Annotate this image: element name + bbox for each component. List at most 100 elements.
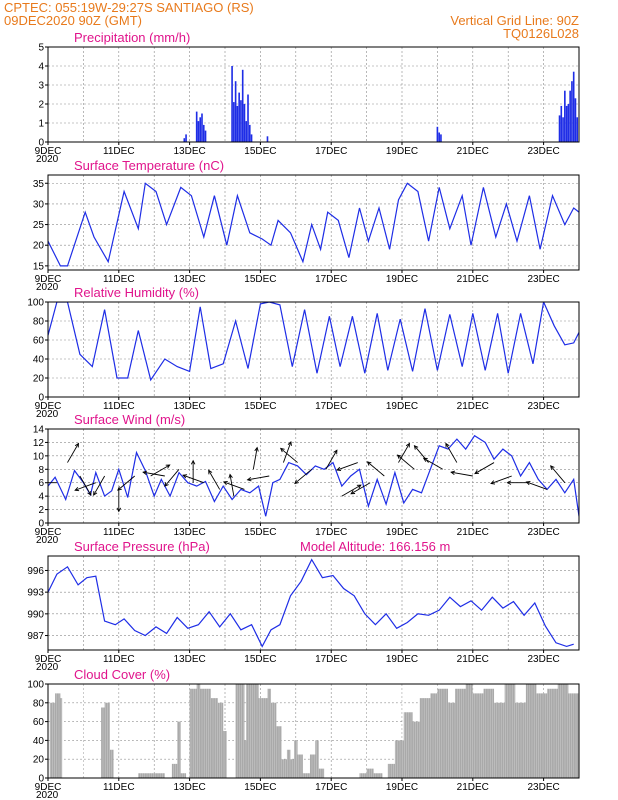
- panel-surface-pressure: Surface Pressure (hPa) Model Altitude: 16…: [27, 539, 580, 673]
- wind-arrow: [74, 482, 96, 491]
- temp-ytick-label: 30: [33, 199, 45, 210]
- precip-bar: [562, 117, 564, 142]
- wind-arrow: [93, 475, 106, 496]
- pres-title: Surface Pressure (hPa): [74, 539, 210, 554]
- wind-xtick-label: 19DEC: [386, 527, 418, 538]
- pres-xtick-label: 9DEC: [35, 654, 62, 665]
- temp-xtick-label: 21DEC: [457, 274, 489, 285]
- wind-arrow: [341, 484, 362, 497]
- wind-arrow: [397, 454, 415, 470]
- pres-annotation: Model Altitude: 166.156 m: [300, 539, 450, 554]
- pres-xtick-label: 13DEC: [173, 654, 205, 665]
- rh-ytick-label: 80: [33, 317, 45, 328]
- wind-arrow-head: [333, 449, 338, 455]
- wind-xtick-label: 13DEC: [173, 527, 205, 538]
- wind-arrow-head: [190, 459, 196, 465]
- wind-arrow: [247, 475, 270, 481]
- pres-ytick-label: 993: [27, 588, 44, 599]
- precip-ytick-label: 0: [38, 138, 44, 149]
- precip-bar: [183, 138, 186, 142]
- precip-ytick-label: 3: [38, 81, 44, 92]
- precip-xtick-label: 11DEC: [103, 146, 135, 157]
- rh-ytick-label: 20: [33, 374, 45, 385]
- wind-arrow-head: [396, 454, 402, 460]
- cloud-ytick-label: 20: [33, 755, 45, 766]
- precip-bar: [199, 117, 202, 142]
- precip-bar: [202, 124, 205, 142]
- wind-arrow-head: [450, 470, 456, 475]
- rh-xtick-label: 19DEC: [386, 401, 418, 412]
- temp-xtick-label: 23DEC: [527, 274, 559, 285]
- precip-xtick-label: 13DEC: [173, 146, 205, 157]
- wind-arrow: [526, 481, 548, 490]
- precip-bar: [571, 81, 573, 142]
- temp-ytick-label: 25: [33, 220, 45, 231]
- precip-bar: [436, 126, 439, 142]
- precip-bar: [243, 104, 246, 142]
- wind-arrow: [398, 443, 410, 463]
- wind-arrow: [164, 468, 180, 487]
- wind-ytick-label: 14: [33, 425, 45, 436]
- pres-xtick-label: 21DEC: [457, 654, 489, 665]
- cloud-data: [48, 684, 579, 778]
- precip-bar: [185, 134, 187, 142]
- wind-arrow: [223, 481, 245, 490]
- pres-xtick-label: 11DEC: [103, 654, 135, 665]
- rh-data: [48, 302, 579, 382]
- wind-arrow: [117, 475, 136, 491]
- precip-bar: [572, 71, 575, 142]
- cloud-ytick-label: 0: [38, 774, 44, 785]
- wind-arrow-head: [74, 487, 80, 492]
- wind-arrow-head: [222, 480, 228, 486]
- pres-xtick-label: 17DEC: [315, 654, 347, 665]
- pres-frame: [47, 555, 580, 651]
- pres-data: [48, 558, 574, 648]
- rh-frame: [47, 301, 580, 398]
- wind-arrow: [282, 441, 292, 463]
- precip-bar: [236, 105, 239, 142]
- cloud-area: [48, 684, 579, 778]
- wind-ytick-label: 12: [33, 438, 45, 449]
- wind-arrow-head: [525, 480, 531, 486]
- cloud-ytick-label: 100: [27, 680, 44, 691]
- cloud-xtick-label: 17DEC: [315, 782, 347, 793]
- wind-arrow-head: [550, 465, 555, 470]
- wind-xtick-label: 11DEC: [103, 527, 135, 538]
- rh-xtick-label: 17DEC: [315, 401, 347, 412]
- wind-arrow-head: [413, 444, 419, 450]
- rh-ytick-label: 0: [38, 393, 44, 404]
- precip-title: Precipitation (mm/h): [74, 30, 190, 45]
- panel-surface-wind: Surface Wind (m/s) 0 2 4 6 8 10 12 14 9DEC 11DEC 13…: [33, 412, 580, 546]
- cloud-ytick-label: 60: [33, 717, 45, 728]
- precip-bar: [567, 104, 570, 142]
- wind-arrow-head: [142, 470, 148, 475]
- wind-arrow-head: [422, 457, 428, 462]
- wind-arrow: [490, 475, 512, 484]
- precip-bar: [204, 130, 207, 142]
- rh-xtick-label: 23DEC: [527, 401, 559, 412]
- panel-precipitation: Precipitation (mm/h) 0 1 2 3 4 5 9DEC 11DEC 13DEC…: [35, 30, 580, 165]
- precip-bar: [245, 121, 248, 142]
- rh-year-label: 2020: [36, 409, 59, 420]
- precip-xtick-label: 9DEC: [35, 146, 62, 157]
- cloud-xtick-label: 11DEC: [103, 782, 135, 793]
- cloud-ytick-label: 80: [33, 698, 45, 709]
- wind-arrow-head: [294, 479, 299, 485]
- precip-frame: [47, 46, 580, 143]
- precip-ytick-label: 2: [38, 100, 44, 111]
- cloud-title: Cloud Cover (%): [74, 667, 170, 682]
- precip-xtick-label: 23DEC: [527, 146, 559, 157]
- temp-frame: [47, 174, 580, 271]
- wind-arrow: [550, 465, 566, 484]
- precip-bar: [565, 105, 568, 142]
- precip-bar: [558, 115, 561, 142]
- wind-arrow: [280, 448, 298, 463]
- wind-arrow: [208, 470, 221, 490]
- precip-bar: [569, 90, 571, 142]
- wind-arrow-head: [182, 474, 188, 479]
- rh-series-line: [48, 302, 579, 382]
- rh-xtick-label: 11DEC: [103, 401, 135, 412]
- cloud-frame: [47, 683, 580, 779]
- temp-ytick-label: 15: [33, 261, 45, 272]
